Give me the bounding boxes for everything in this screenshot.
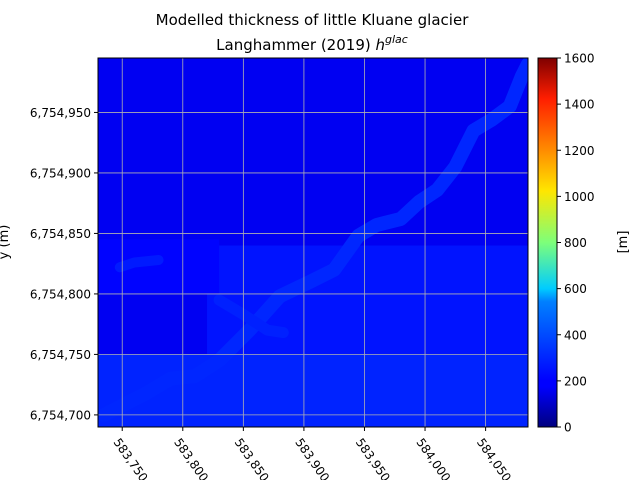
colorbar-tick-label: 800	[564, 236, 587, 250]
y-tick-label: 6,754,750	[30, 348, 91, 362]
colorbar-tick-label: 1200	[564, 144, 595, 158]
x-tick-label: 583,800	[171, 436, 211, 480]
chart-title: Modelled thickness of little Kluane glac…	[155, 11, 469, 29]
colorbar-tick-label: 1400	[564, 98, 595, 112]
thickness-region-2	[207, 245, 528, 355]
colorbar-tick-label: 200	[564, 374, 587, 388]
y-axis-label: y (m)	[0, 225, 12, 260]
y-tick-label: 6,754,800	[30, 287, 91, 301]
colorbar-tick-label: 600	[564, 282, 587, 296]
plot-frame	[97, 57, 529, 428]
grid-lines	[98, 58, 528, 427]
heatmap-field	[98, 58, 528, 427]
x-tick-label: 583,850	[232, 436, 272, 480]
x-tick-label: 583,750	[111, 436, 151, 480]
colorbar-tick-label: 400	[564, 328, 587, 342]
colorbar-tick-label: 1000	[564, 190, 595, 204]
x-tick-label: 584,000	[413, 436, 453, 480]
subtitle-prefix: Langhammer (2019)	[216, 36, 376, 54]
chart-subtitle: Langhammer (2019) hglac	[0, 33, 632, 54]
x-tick-label: 583,900	[292, 436, 332, 480]
colorbar-label: [m]	[616, 231, 631, 254]
x-axis: 583,750 583,800 583,850 583,900 583,950 584,0…	[111, 427, 514, 480]
colorbar-ticks: 0 200 400 600 800 1000 1200 1400 1600	[557, 52, 595, 435]
glacier-branch-lower	[213, 294, 289, 339]
y-tick-label: 6,754,700	[30, 408, 91, 422]
y-tick-label: 6,754,850	[30, 227, 91, 241]
y-tick-label: 6,754,900	[30, 166, 91, 180]
glacier-flowline	[98, 58, 528, 422]
colorbar-tick-label: 0	[564, 421, 572, 435]
y-axis: 6,754,700 6,754,750 6,754,800 6,754,850 6,75…	[30, 106, 98, 422]
colorbar-tick-label: 1600	[564, 52, 595, 66]
glacier-branch-upper	[114, 255, 164, 273]
x-tick-label: 583,950	[353, 436, 393, 480]
subtitle-superscript: glac	[385, 33, 408, 46]
x-tick-label: 584,050	[474, 436, 514, 480]
y-tick-label: 6,754,950	[30, 106, 91, 120]
subtitle-symbol: h	[375, 36, 385, 54]
colorbar	[537, 57, 558, 428]
